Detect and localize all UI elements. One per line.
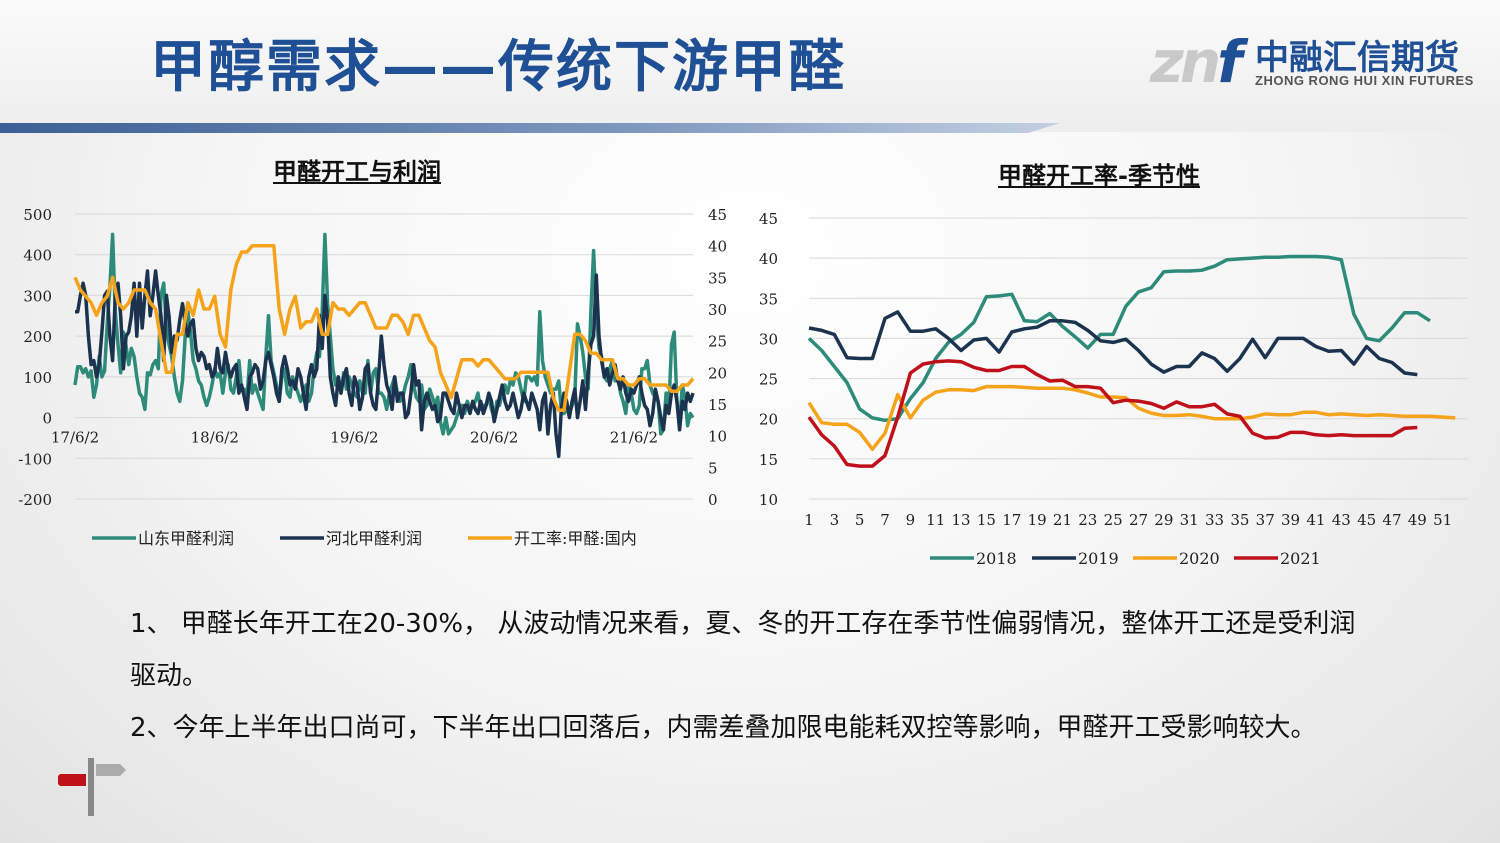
chart2-x-tick: 3 <box>830 511 840 529</box>
chart1-y-left-tick: 200 <box>23 328 52 346</box>
chart2-x-tick: 37 <box>1256 511 1275 529</box>
chart1-y-right-tick: 30 <box>708 301 727 319</box>
chart2-y-tick: 30 <box>759 330 778 348</box>
chart1-y-right-tick: 15 <box>708 396 727 414</box>
chart2-legend-label: 2019 <box>1078 549 1119 568</box>
chart2-legend-label: 2020 <box>1179 549 1220 568</box>
body-paragraph-1: 1、 甲醛长年开工在20-30%， 从波动情况来看，夏、冬的开工存在季节性偏弱情… <box>130 609 1356 691</box>
chart2-series-line-0 <box>807 254 1431 423</box>
chart1-y-right-tick: 20 <box>708 364 727 382</box>
body-paragraph-2: 2、今年上半年出口尚可，下半年出口回落后，内需差叠加限电能耗双控等影响，甲醛开工… <box>130 713 1317 743</box>
chart2-x-tick: 41 <box>1306 511 1325 529</box>
chart1-legend-label: 开工率:甲醛:国内 <box>514 529 637 548</box>
chart1-y-right-tick: 40 <box>708 238 727 256</box>
chart1-y-left-tick: 100 <box>23 369 52 387</box>
company-logo: znf 中融汇信期货 ZHONG RONG HUI XIN FUTURES <box>1150 18 1473 98</box>
chart2-y-tick: 45 <box>759 210 778 228</box>
chart2-x-tick: 27 <box>1129 511 1148 529</box>
logo-name-en: ZHONG RONG HUI XIN FUTURES <box>1255 73 1474 88</box>
chart1-series-line-2 <box>73 243 695 413</box>
chart2-series-line-3 <box>807 359 1418 468</box>
chart2-x-tick: 23 <box>1078 511 1097 529</box>
chart1-y-left-tick: 300 <box>23 287 52 305</box>
chart1-y-left-tick: -200 <box>18 491 52 509</box>
logo-name-cn: 中融汇信期货 <box>1255 38 1459 78</box>
chart2-x-tick: 13 <box>952 511 971 529</box>
chart2-x-tick: 5 <box>855 511 865 529</box>
chart1-y-left-tick: -100 <box>18 450 52 468</box>
chart2-x-tick: 1 <box>804 511 814 529</box>
chart2-x-tick: 49 <box>1408 511 1427 529</box>
chart1-y-right-tick: 5 <box>708 459 718 477</box>
chart2-series-line-2 <box>807 384 1456 451</box>
chart1-x-tick: 17/6/2 <box>51 429 99 447</box>
chart2-title: 甲醛开工率-季节性 <box>998 162 1200 190</box>
chart2-legend-label: 2021 <box>1280 549 1321 568</box>
chart2-x-tick: 39 <box>1281 511 1300 529</box>
chart2-x-tick: 29 <box>1154 511 1173 529</box>
chart2-y-tick: 40 <box>759 250 778 268</box>
chart2-y-tick: 15 <box>759 451 778 469</box>
chart1-legend-label: 山东甲醛利润 <box>138 529 234 548</box>
chart2-series-line-1 <box>808 310 1418 377</box>
chart2-x-tick: 9 <box>906 511 916 529</box>
chart2-x-tick: 47 <box>1382 511 1401 529</box>
chart1-y-right-tick: 45 <box>708 206 727 224</box>
chart1-x-tick: 18/6/2 <box>191 429 239 447</box>
signpost-icon <box>58 758 126 816</box>
chart1-title: 甲醛开工与利润 <box>273 158 441 186</box>
chart2-y-tick: 20 <box>759 411 778 429</box>
chart2-x-tick: 51 <box>1433 511 1452 529</box>
chart-operating-profit: 5004003002001000-100-2004540353025201510… <box>18 206 727 548</box>
chart2-x-tick: 31 <box>1180 511 1199 529</box>
chart1-y-left-tick: 400 <box>23 247 52 265</box>
chart2-x-tick: 35 <box>1230 511 1249 529</box>
logo-mark: znf <box>1150 28 1242 96</box>
header-band <box>0 0 1500 132</box>
slide-title: 甲醇需求——传统下游甲醛 <box>150 35 846 100</box>
chart1-y-right-tick: 0 <box>708 491 718 509</box>
chart2-x-tick: 33 <box>1205 511 1224 529</box>
chart2-x-tick: 7 <box>880 511 890 529</box>
chart2-x-tick: 11 <box>926 511 945 529</box>
chart1-y-left-tick: 0 <box>42 410 52 428</box>
chart1-series-line-0 <box>73 232 695 436</box>
logo-mark-zn: zn <box>1150 28 1221 96</box>
chart1-y-right-tick: 25 <box>708 333 727 351</box>
chart1-x-tick: 20/6/2 <box>470 429 518 447</box>
chart1-series-line-1 <box>75 269 695 459</box>
chart1-y-right-tick: 35 <box>708 269 727 287</box>
body-text: 1、 甲醛长年开工在20-30%， 从波动情况来看，夏、冬的开工存在季节性偏弱情… <box>130 598 1380 754</box>
chart2-x-tick: 19 <box>1028 511 1047 529</box>
chart1-y-right-tick: 10 <box>708 428 727 446</box>
chart2-x-tick: 15 <box>977 511 996 529</box>
chart2-x-tick: 25 <box>1104 511 1123 529</box>
chart1-legend-label: 河北甲醛利润 <box>326 529 422 548</box>
chart2-y-tick: 35 <box>759 290 778 308</box>
chart2-y-tick: 25 <box>759 371 778 389</box>
chart2-x-tick: 21 <box>1053 511 1072 529</box>
chart1-x-tick: 19/6/2 <box>330 429 378 447</box>
chart1-y-left-tick: 500 <box>23 206 52 224</box>
chart2-y-tick: 10 <box>759 491 778 509</box>
chart1-x-tick: 21/6/2 <box>610 429 658 447</box>
logo-mark-f: f <box>1217 28 1242 96</box>
chart2-x-tick: 45 <box>1357 511 1376 529</box>
chart2-legend-label: 2018 <box>976 549 1017 568</box>
chart2-x-tick: 43 <box>1332 511 1351 529</box>
chart2-x-tick: 17 <box>1002 511 1021 529</box>
header-divider <box>0 123 1060 133</box>
